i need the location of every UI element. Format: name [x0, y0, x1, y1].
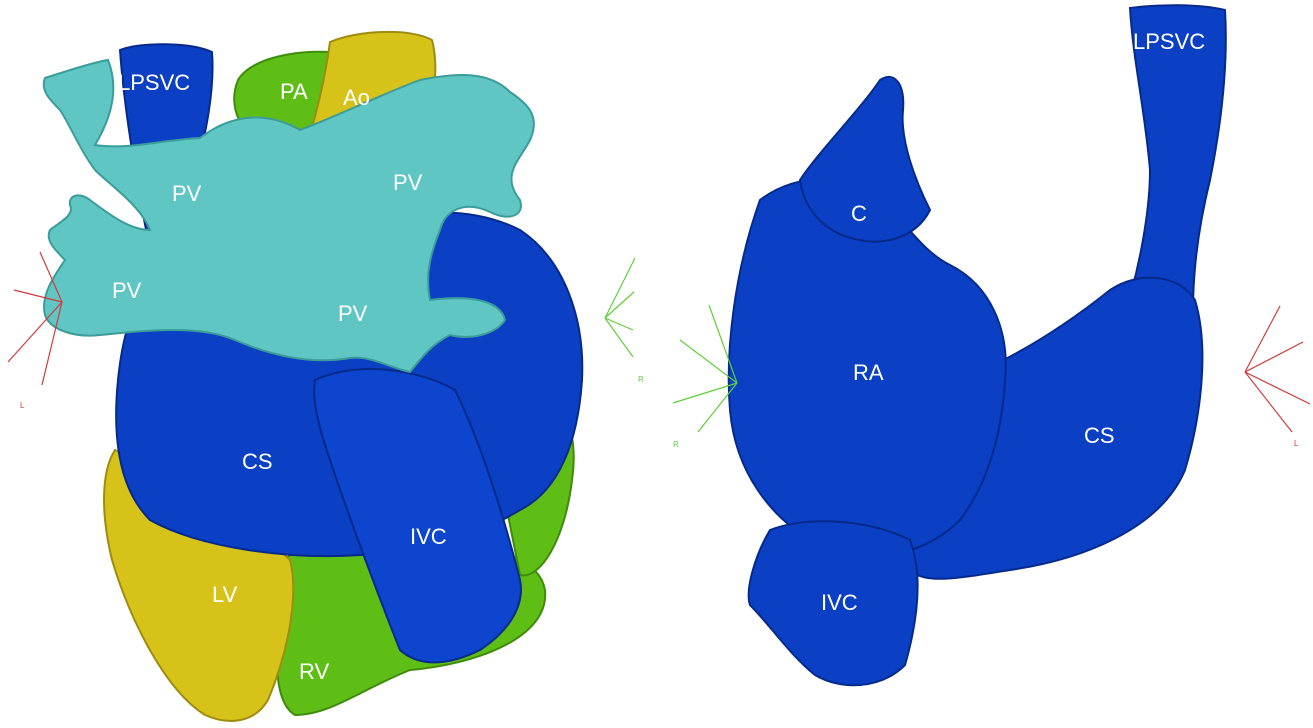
orientation-marker-right-green — [672, 304, 738, 433]
left-heart-view: LPSVC PA Ao PV PV PV PV CS IVC LV RV L R — [7, 30, 644, 722]
orientation-marker-right-red — [1244, 305, 1311, 433]
label-pv-top-left: PV — [172, 181, 202, 206]
label-pv-mid-right: PV — [338, 301, 368, 326]
label-c: C — [851, 201, 867, 226]
label-lpsvc-left: LPSVC — [118, 70, 190, 95]
label-rv: RV — [299, 659, 329, 684]
orientation-marker-left-red — [7, 251, 63, 386]
label-ra: RA — [853, 360, 884, 385]
label-ivc-left: IVC — [410, 524, 447, 549]
label-cs-left: CS — [242, 449, 273, 474]
right-heart-view: LPSVC C RA CS IVC R L — [672, 4, 1311, 687]
orientation-letter-right-red: L — [1294, 439, 1299, 448]
ivc-tube-shape — [313, 368, 522, 664]
label-lpsvc-right: LPSVC — [1133, 29, 1205, 54]
label-cs-right: CS — [1084, 423, 1115, 448]
ivc-right-shape — [747, 520, 919, 687]
label-pv-mid-left: PV — [112, 278, 142, 303]
label-ivc-right: IVC — [821, 590, 858, 615]
orientation-letter-left-green: R — [638, 375, 644, 384]
orientation-letter-left-red: L — [20, 401, 25, 410]
pulmonary-veins-shape — [42, 58, 535, 374]
lpsvc-tube-shape-right — [1118, 4, 1227, 342]
orientation-marker-left-green — [604, 257, 636, 358]
coronary-sinus-right-shape — [903, 276, 1204, 580]
label-lv: LV — [212, 582, 238, 607]
c-appendage-shape — [798, 75, 932, 243]
orientation-letter-right-green: R — [673, 440, 679, 449]
label-pv-top-right: PV — [393, 170, 423, 195]
label-pa: PA — [280, 79, 308, 104]
label-ao: Ao — [343, 85, 370, 110]
